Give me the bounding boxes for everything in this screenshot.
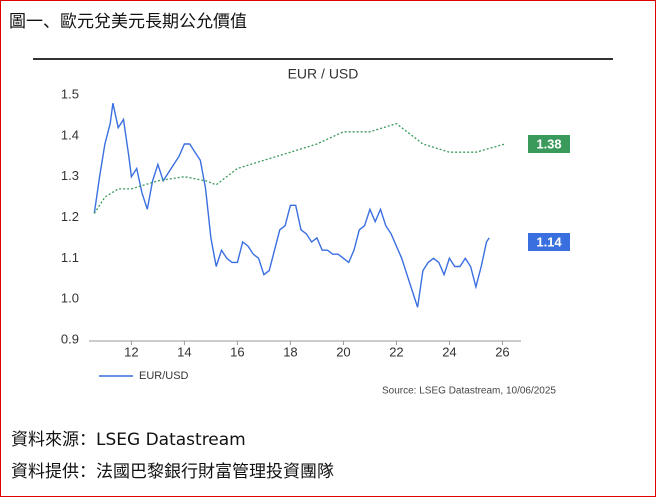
x-tick-label: 20 [336,344,350,359]
series-line [93,103,490,308]
end-label: 1.38 [536,136,561,151]
y-tick-label: 1.4 [61,127,79,142]
y-tick-label: 1.3 [61,168,79,183]
provider-note: 資料提供：法國巴黎銀行財富管理投資團隊 [11,462,334,482]
source: Source: LSEG Datastream, 10/06/2025 [382,386,556,397]
y-tick-label: 0.9 [61,331,79,346]
chart-title: EUR / USD [288,66,359,82]
y-tick-label: 1.2 [61,209,79,224]
end-label-box [528,233,570,251]
x-tick-label: 26 [495,344,509,359]
y-tick-label: 1.5 [61,86,79,101]
end-label-box [528,135,570,153]
legend-label: EUR/USD [139,370,189,382]
x-tick-label: 24 [442,344,456,359]
y-tick-label: 1.0 [61,291,79,306]
end-label: 1.14 [536,234,562,249]
header-title: 圖一、歐元兌美元長期公允價值 [9,12,247,32]
x-tick-label: 16 [230,344,244,359]
y-tick-label: 1.1 [61,250,79,265]
source-note: 資料來源：LSEG Datastream [11,430,246,450]
reference-line [93,122,506,214]
x-tick-label: 14 [177,344,191,359]
x-tick-label: 18 [283,344,297,359]
x-tick-label: 22 [389,344,403,359]
x-tick-label: 12 [124,344,138,359]
chart: EUR / USD Source: LSEG Datastream, 10/06… [33,58,613,397]
